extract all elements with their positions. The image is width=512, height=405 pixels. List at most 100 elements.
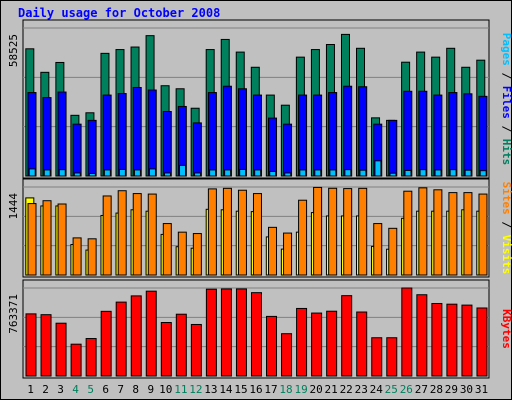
x-tick-label: 23 <box>355 383 368 396</box>
x-tick-label: 18 <box>279 383 292 396</box>
top-bar-files <box>418 90 428 177</box>
middle-bar-sites <box>162 223 172 276</box>
bottom-bar-kbytes <box>296 307 308 377</box>
bottom-bar-kbytes <box>326 310 338 377</box>
x-tick-label: 2 <box>42 383 49 396</box>
x-tick-label: 14 <box>219 383 233 396</box>
x-tick-label: 15 <box>234 383 247 396</box>
bottom-bar-kbytes <box>220 288 232 377</box>
top-bar-files <box>298 94 308 177</box>
series-label-part: Hits <box>500 139 512 166</box>
top-bar-pages <box>254 169 262 177</box>
x-axis-labels: 1 2 3 4 5 6 7 8 9 10 11 12 13 14 15 16 17 18 19 20 21 22 23 24 2… <box>27 383 488 396</box>
middle-bar-sites <box>222 187 232 276</box>
middle-bar-sites <box>57 203 67 276</box>
top-bar-pages <box>284 172 292 177</box>
top-bar-files <box>207 92 217 177</box>
middle-bar-sites <box>478 193 488 276</box>
bottom-bar-kbytes <box>175 313 187 377</box>
bottom-bar-kbytes <box>250 292 262 377</box>
top-bar-pages <box>163 172 171 177</box>
x-tick-label: 1 <box>27 383 34 396</box>
middle-bar-sites <box>448 192 458 276</box>
bottom-bar-kbytes <box>70 343 82 377</box>
x-tick-label: 5 <box>87 383 94 396</box>
x-tick-label: 20 <box>310 383 323 396</box>
top-bar-files <box>283 123 293 177</box>
middle-bar-sites <box>147 193 157 276</box>
bottom-bar-kbytes <box>55 322 67 377</box>
top-bar-pages <box>464 169 472 177</box>
top-bar-pages <box>449 169 457 177</box>
top-bar-pages <box>314 169 322 177</box>
bottom-bar-kbytes <box>446 303 458 377</box>
top-bar-files <box>313 94 323 177</box>
middle-bar-sites <box>388 227 398 276</box>
panels-layer: 58525 Pages / Files / Hits 1444 Sites / Vis… <box>7 19 512 379</box>
top-bar-pages <box>329 169 337 177</box>
x-tick-label: 7 <box>117 383 124 396</box>
middle-series-label: Sites / Visits <box>500 182 512 275</box>
middle-bar-sites <box>328 187 338 276</box>
top-bar-pages <box>404 169 412 177</box>
chart-title: Daily usage for October 2008 <box>18 6 220 20</box>
x-tick-label: 30 <box>460 383 473 396</box>
top-bar-pages <box>103 169 111 177</box>
series-label-part: Pages <box>500 33 512 66</box>
bottom-bar-kbytes <box>431 302 443 377</box>
x-tick-label: 25 <box>385 383 398 396</box>
middle-bar-sites <box>268 226 278 276</box>
top-bar-pages <box>194 172 202 177</box>
top-bar-files <box>222 85 232 177</box>
middle-ymax-label: 1444 <box>7 193 20 220</box>
top-bar-pages <box>43 169 51 177</box>
x-tick-label: 10 <box>159 383 172 396</box>
top-bar-files <box>87 119 97 177</box>
top-bar-files <box>448 92 458 177</box>
top-bar-files <box>57 91 67 177</box>
top-bar-pages <box>344 169 352 177</box>
bottom-bar-kbytes <box>205 288 217 377</box>
series-label-part: Visits <box>500 235 512 275</box>
bottom-bar-kbytes <box>130 295 142 377</box>
top-bar-files <box>433 94 443 177</box>
x-tick-label: 16 <box>249 383 262 396</box>
series-label-part: KBytes <box>500 309 512 349</box>
top-series-label: Pages / Files / Hits <box>500 33 512 166</box>
top-bar-files <box>252 94 262 177</box>
middle-bar-sites <box>463 192 473 276</box>
bottom-bar-kbytes <box>356 311 368 377</box>
top-bar-files <box>358 86 368 177</box>
middle-bar-sites <box>418 187 428 276</box>
top-bar-pages <box>118 168 126 177</box>
top-bar-files <box>27 92 37 177</box>
top-bar-files <box>117 93 127 177</box>
top-bar-pages <box>73 172 81 177</box>
bottom-bar-kbytes <box>461 304 473 377</box>
x-tick-label: 29 <box>445 383 458 396</box>
x-tick-label: 11 <box>174 383 187 396</box>
top-bar-pages <box>374 160 382 177</box>
x-tick-label: 12 <box>189 383 202 396</box>
top-bar-pages <box>359 169 367 177</box>
middle-bar-sites <box>192 233 202 276</box>
top-panel: 58525 Pages / Files / Hits <box>7 19 512 179</box>
middle-bar-sites <box>283 232 293 276</box>
middle-bar-sites <box>207 188 217 276</box>
bottom-bar-kbytes <box>145 290 157 377</box>
x-tick-label: 21 <box>325 383 338 396</box>
bottom-bar-kbytes <box>266 315 278 377</box>
bottom-bar-kbytes <box>25 313 37 377</box>
top-bar-pages <box>58 169 66 177</box>
x-tick-label: 27 <box>415 383 428 396</box>
top-bar-files <box>343 85 353 177</box>
top-bar-pages <box>299 169 307 177</box>
x-tick-label: 28 <box>430 383 443 396</box>
middle-bar-sites <box>358 187 368 276</box>
top-bar-pages <box>224 169 232 177</box>
top-ymax-label: 58525 <box>7 34 20 67</box>
top-bar-pages <box>239 168 247 177</box>
x-tick-label: 17 <box>264 383 277 396</box>
top-bar-pages <box>148 168 156 177</box>
